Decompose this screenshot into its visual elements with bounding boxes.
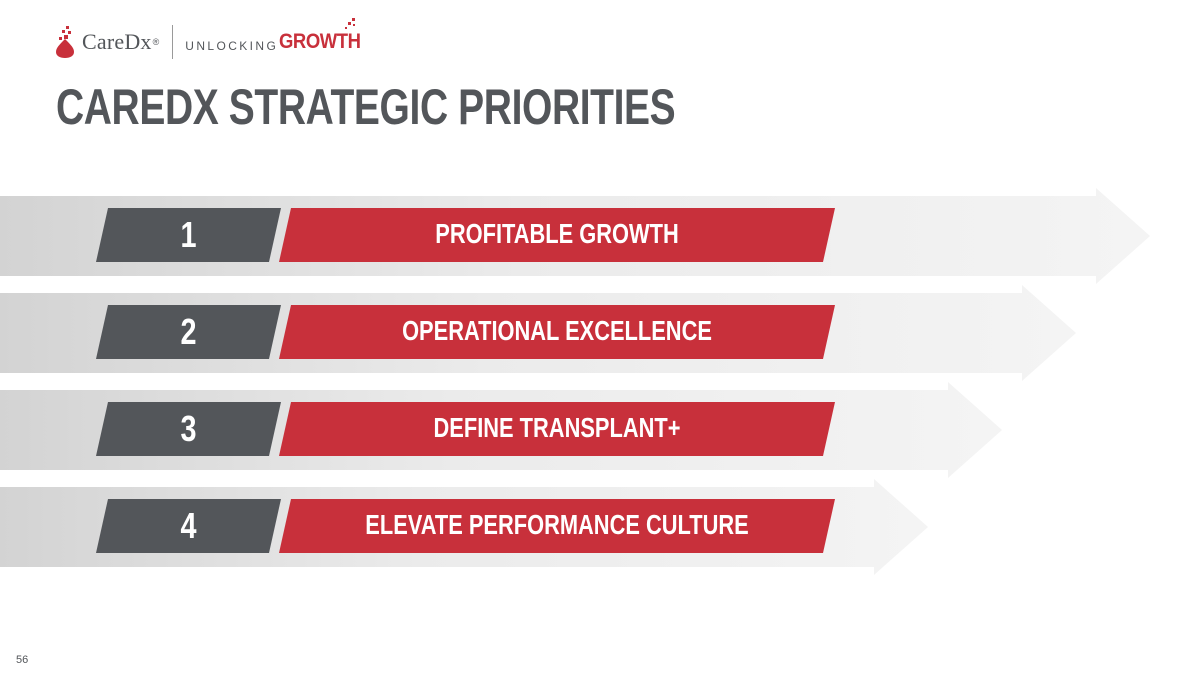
priority-label: DEFINE TRANSPLANT+ <box>433 412 681 443</box>
logo-wordmark: CareDx <box>82 29 152 54</box>
priority-number: 2 <box>180 311 197 352</box>
page-title: CAREDX STRATEGIC PRIORITIES <box>56 79 676 135</box>
priority-number: 3 <box>180 408 197 449</box>
page-number: 56 <box>16 654 29 666</box>
priority-label-box <box>279 305 835 359</box>
priority-row: 2 OPERATIONAL EXCELLENCE <box>0 285 1200 385</box>
priority-label: PROFITABLE GROWTH <box>435 218 679 249</box>
priority-row: 4 ELEVATE PERFORMANCE CULTURE <box>0 479 1200 579</box>
brand-header: CareDx ® UNLOCKING GROWTH <box>54 18 372 62</box>
priority-number: 4 <box>180 505 197 546</box>
priority-label-box <box>279 402 835 456</box>
caredx-logo-icon <box>56 26 74 58</box>
logo-registered-mark: ® <box>152 37 160 47</box>
tagline-unlocking: UNLOCKING <box>185 38 279 53</box>
priority-label: ELEVATE PERFORMANCE CULTURE <box>365 509 749 540</box>
priority-number: 1 <box>180 214 197 255</box>
brand-divider <box>172 25 174 59</box>
priority-row: 3 DEFINE TRANSPLANT+ <box>0 382 1200 482</box>
priority-number-box <box>96 208 281 262</box>
priority-number-box <box>96 499 281 553</box>
pixel-accent-icon <box>345 18 355 29</box>
tagline-growth: GROWTH <box>279 30 361 53</box>
priority-number-box <box>96 402 281 456</box>
priority-label-box <box>279 208 835 262</box>
priority-number-box <box>96 305 281 359</box>
priority-row: 1 PROFITABLE GROWTH <box>0 188 1200 288</box>
priority-label-box <box>279 499 835 553</box>
priority-label: OPERATIONAL EXCELLENCE <box>402 315 712 346</box>
